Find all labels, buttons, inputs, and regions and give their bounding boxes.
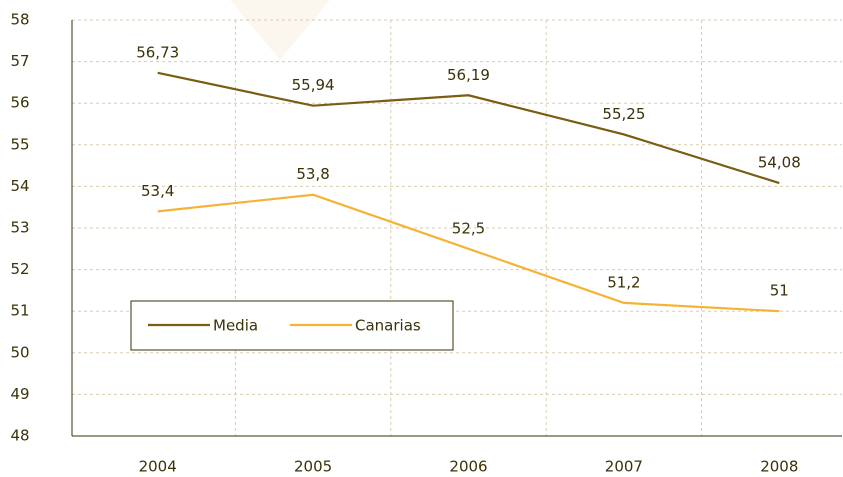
data-label: 52,5 [452,219,485,237]
data-label: 53,4 [141,182,174,200]
y-tick-label: 52 [10,260,29,278]
legend: Media Canarias [130,300,454,351]
background-decoration [230,0,330,60]
legend-label: Canarias [355,317,421,335]
y-tick-label: 58 [10,11,29,29]
y-tick-label: 53 [10,219,29,237]
data-label: 53,8 [296,165,329,183]
y-tick-label: 48 [10,427,29,445]
y-tick-label: 50 [10,343,29,361]
x-tick-label: 2005 [294,458,332,476]
x-tick-label: 2008 [760,458,798,476]
y-tick-label: 57 [10,52,29,70]
data-label: 55,94 [292,76,335,94]
y-tick-label: 49 [10,385,29,403]
data-label: 51,2 [607,273,640,291]
data-label: 56,73 [136,43,179,61]
x-tick-label: 2004 [139,458,177,476]
y-tick-label: 51 [10,302,29,320]
data-label: 55,25 [602,105,645,123]
series-line [157,193,780,313]
data-label: 56,19 [447,66,490,84]
legend-label: Media [213,317,258,335]
data-label: 54,08 [758,154,801,172]
data-label: 51 [770,282,789,300]
x-tick-label: 2007 [605,458,643,476]
x-tick-label: 2006 [449,458,487,476]
series-line [157,71,780,185]
y-tick-label: 54 [10,177,29,195]
y-tick-label: 56 [10,94,29,112]
y-tick-label: 55 [10,135,29,153]
